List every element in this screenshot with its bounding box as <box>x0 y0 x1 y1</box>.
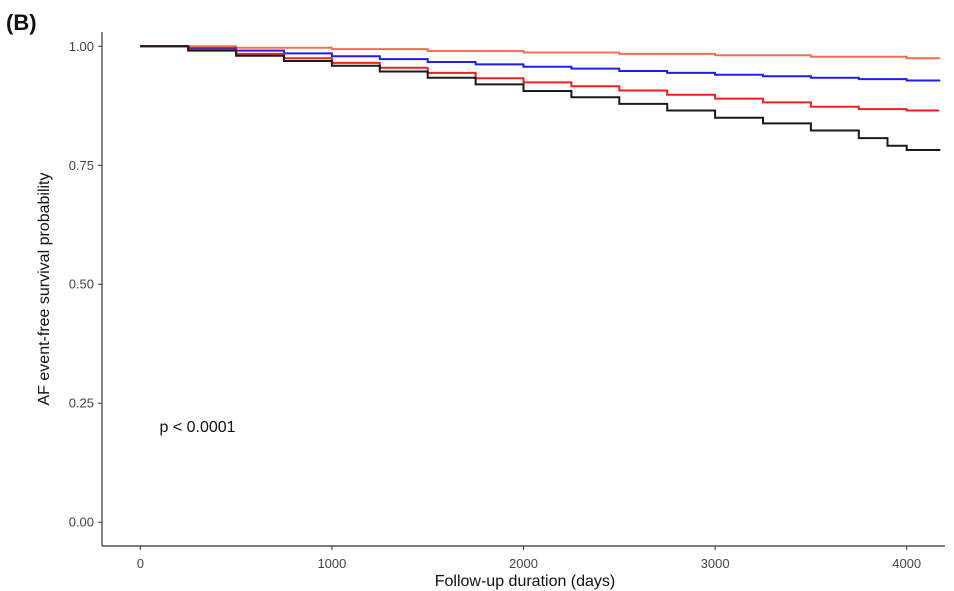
x-axis-title: Follow-up duration (days) <box>435 573 616 590</box>
y-ticks: 0.00 0.25 0.50 0.75 1.00 <box>69 39 102 530</box>
y-axis-title: AF event-free survival probability <box>36 173 53 406</box>
y-tick-label: 0.25 <box>69 396 94 411</box>
series-line-1 <box>140 45 941 60</box>
y-tick-label: 0.00 <box>69 515 94 530</box>
x-tick-label: 0 <box>137 556 144 571</box>
p-value-annotation: p < 0.0001 <box>159 419 235 436</box>
series-line-2 <box>140 45 941 82</box>
x-ticks: 0 1000 2000 3000 4000 <box>137 546 921 571</box>
panel-label: (B) <box>6 10 37 35</box>
series-line-4 <box>140 45 941 151</box>
x-tick-label: 2000 <box>509 556 538 571</box>
y-tick-label: 0.50 <box>69 277 94 292</box>
x-tick-label: 4000 <box>892 556 921 571</box>
x-tick-label: 3000 <box>701 556 730 571</box>
x-tick-label: 1000 <box>317 556 346 571</box>
series-layer <box>140 45 941 151</box>
y-tick-label: 0.75 <box>69 158 94 173</box>
axes <box>101 32 945 547</box>
y-tick-label: 1.00 <box>69 39 94 54</box>
